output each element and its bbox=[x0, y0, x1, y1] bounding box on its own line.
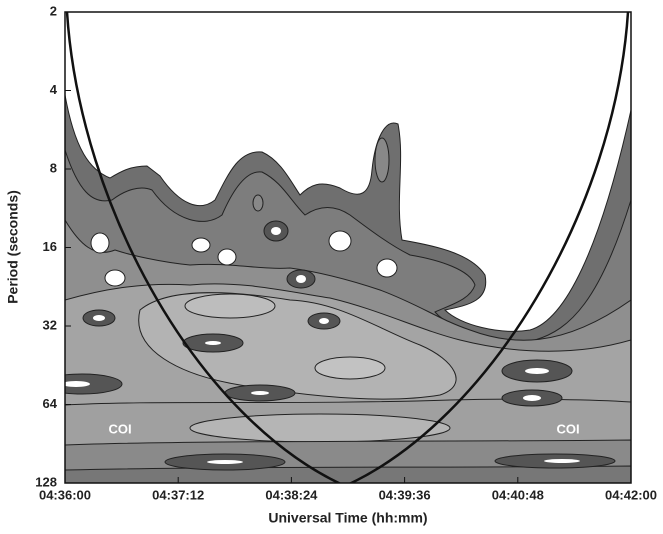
y-tick-label: 32 bbox=[43, 317, 57, 332]
coi-label: COI bbox=[108, 421, 131, 436]
y-axis-label: Period (seconds) bbox=[5, 190, 21, 304]
coi-curve bbox=[348, 12, 630, 483]
x-tick-label: 04:36:00 bbox=[39, 487, 91, 502]
y-tick-label: 128 bbox=[35, 474, 57, 489]
coi-label: COI bbox=[556, 421, 579, 436]
y-tick-label: 8 bbox=[50, 160, 57, 175]
y-tick-label: 4 bbox=[50, 82, 58, 97]
x-axis-label: Universal Time (hh:mm) bbox=[268, 510, 427, 526]
y-tick-label: 2 bbox=[50, 3, 57, 18]
x-tick-label: 04:37:12 bbox=[152, 487, 204, 502]
y-tick-label: 16 bbox=[43, 239, 57, 254]
x-tick-label: 04:39:36 bbox=[379, 487, 431, 502]
y-tick-label: 64 bbox=[43, 396, 58, 411]
contour-field bbox=[65, 12, 631, 483]
coi-curve bbox=[65, 12, 342, 483]
x-tick-label: 04:40:48 bbox=[492, 487, 544, 502]
x-tick-label: 04:38:24 bbox=[265, 487, 318, 502]
x-tick-label: 04:42:00 bbox=[605, 487, 657, 502]
